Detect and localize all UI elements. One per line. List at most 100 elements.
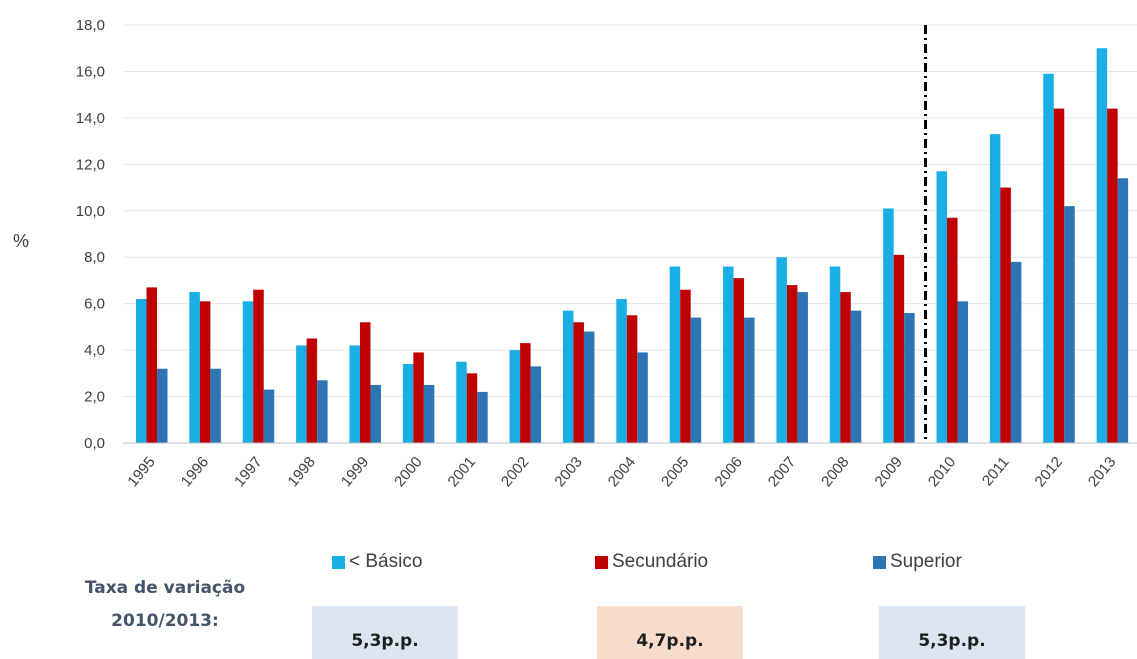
bar-bsico-2002 <box>509 350 521 443</box>
bar-superior-2003 <box>583 331 595 443</box>
x-tick-label: 1998 <box>284 454 318 490</box>
y-tick-label: 6,0 <box>84 296 105 313</box>
x-axis-ticks: 1995 1996 1997 1998 1999 2000 2001 2002 2003 2004… <box>124 454 1119 490</box>
legend-swatch-basico <box>332 555 345 569</box>
legend-item-secundario: Secundário <box>595 550 708 574</box>
bar-superior-2012 <box>1064 206 1075 443</box>
x-tick-label: 1997 <box>231 454 265 490</box>
bar-bsico-2004 <box>616 299 627 443</box>
legend-label-secundario: Secundário <box>612 551 709 572</box>
bar-secundrio-2001 <box>466 373 478 443</box>
bar-superior-2006 <box>744 317 755 443</box>
bar-superior-2008 <box>850 310 862 443</box>
bar-bsico-1997 <box>242 301 254 443</box>
y-tick-label: 4,0 <box>84 342 105 359</box>
bar-secundrio-2003 <box>573 322 584 443</box>
bar-bsico-2005 <box>669 266 681 443</box>
y-axis-ticks: 0,0 2,0 4,0 6,0 8,0 10,0 12,0 14,0 16,0 18,0 <box>76 17 105 452</box>
bar-secundrio-2009 <box>893 254 905 443</box>
bar-secundrio-2006 <box>733 278 745 443</box>
variation-value-basico: 5,3p.p. <box>351 631 419 651</box>
bar-superior-1997 <box>263 389 275 443</box>
variation-box-superior: 5,3p.p. <box>879 606 1025 659</box>
x-tick-label: 1996 <box>178 454 212 490</box>
bar-secundrio-2010 <box>947 217 958 443</box>
x-tick-label: 2003 <box>551 454 585 490</box>
bar-bsico-2003 <box>562 310 574 443</box>
x-tick-label: 2004 <box>605 454 639 490</box>
legend-swatch-superior <box>873 555 886 569</box>
bar-superior-1996 <box>210 368 221 443</box>
y-axis-label: % <box>13 231 29 251</box>
y-tick-label: 14,0 <box>76 110 105 127</box>
legend-label-superior: Superior <box>890 551 962 572</box>
x-tick-label: 2001 <box>445 454 479 490</box>
bar-secundrio-2007 <box>786 285 798 443</box>
bar-bsico-2000 <box>402 364 414 443</box>
bar-superior-1995 <box>157 368 168 443</box>
bar-secundrio-2012 <box>1053 108 1065 443</box>
gridlines <box>123 24 1137 398</box>
bar-superior-1999 <box>370 384 381 443</box>
bar-secundrio-2005 <box>680 289 691 443</box>
bar-bsico-2010 <box>936 171 948 444</box>
bar-bsico-1995 <box>136 299 147 443</box>
legend-item-superior: Superior <box>873 550 962 574</box>
x-tick-label: 1995 <box>124 454 158 490</box>
x-tick-label: 2006 <box>711 454 745 490</box>
x-tick-label: 2011 <box>979 454 1013 490</box>
bar-secundrio-2008 <box>840 292 851 443</box>
x-tick-label: 2012 <box>1032 454 1066 490</box>
bar-secundrio-1998 <box>306 338 318 443</box>
bar-superior-2005 <box>690 317 702 443</box>
bar-secundrio-2000 <box>413 352 424 443</box>
x-tick-label: 2000 <box>391 454 425 490</box>
bar-superior-2009 <box>904 312 915 443</box>
bar-bsico-2007 <box>776 257 787 443</box>
bar-bsico-1999 <box>349 345 360 443</box>
y-tick-label: 16,0 <box>76 63 105 80</box>
bar-superior-2007 <box>797 292 808 443</box>
bar-bsico-2012 <box>1043 73 1054 444</box>
bar-bsico-2001 <box>456 361 467 443</box>
bar-secundrio-1995 <box>146 287 157 443</box>
bar-bsico-2006 <box>723 266 734 443</box>
bar-secundrio-2013 <box>1107 108 1118 443</box>
bar-superior-2000 <box>423 384 435 443</box>
variation-value-secundario: 4,7p.p. <box>636 631 704 651</box>
bar-bsico-1998 <box>296 345 307 443</box>
bar-secundrio-2004 <box>626 315 638 443</box>
bar-superior-2002 <box>530 366 542 443</box>
x-tick-label: 2008 <box>818 454 852 490</box>
y-tick-label: 8,0 <box>84 249 105 266</box>
bar-secundrio-1996 <box>199 301 211 443</box>
y-tick-label: 18,0 <box>76 17 105 34</box>
variation-box-secundario: 4,7p.p. <box>597 606 743 659</box>
y-tick-label: 12,0 <box>76 156 105 173</box>
bar-superior-1998 <box>317 380 328 443</box>
bars <box>136 48 1129 444</box>
bar-secundrio-1999 <box>359 322 371 443</box>
y-tick-label: 0,0 <box>84 435 105 452</box>
legend-label-basico: < Básico <box>349 551 423 572</box>
bar-superior-2013 <box>1117 178 1129 443</box>
x-tick-label: 2010 <box>925 454 959 490</box>
variation-box-basico: 5,3p.p. <box>312 606 458 659</box>
variation-value-superior: 5,3p.p. <box>918 631 986 651</box>
bar-superior-2011 <box>1010 261 1022 443</box>
x-tick-label: 2005 <box>658 454 692 490</box>
bar-secundrio-2002 <box>520 343 531 443</box>
y-tick-label: 10,0 <box>76 203 105 220</box>
bar-bsico-2009 <box>883 208 894 443</box>
variation-title-line1: Taxa de variação <box>84 578 246 598</box>
bar-secundrio-2011 <box>1000 187 1011 443</box>
bar-bsico-1996 <box>189 292 200 443</box>
x-tick-label: 2007 <box>765 454 799 490</box>
x-tick-label: 2002 <box>498 454 532 490</box>
bar-chart: 0,0 2,0 4,0 6,0 8,0 10,0 12,0 14,0 16,0 18,0 % 19… <box>13 17 1137 490</box>
bar-superior-2010 <box>957 301 969 443</box>
variation-title-line2: 2010/2013: <box>111 611 219 631</box>
bar-bsico-2008 <box>829 266 841 443</box>
bar-superior-2004 <box>637 352 648 443</box>
variation-title: Taxa de variação 2010/2013: <box>60 572 270 638</box>
